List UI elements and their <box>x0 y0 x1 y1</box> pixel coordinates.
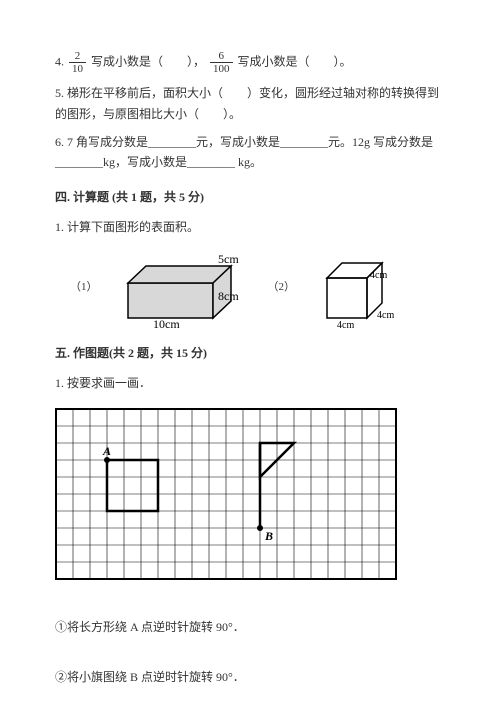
question-5: 5. 梯形在平移前后，面积大小（ ）变化，圆形经过轴对称的转换得到的图形，与原图… <box>55 83 445 124</box>
fraction-1: 2 10 <box>69 50 86 75</box>
subtask-1: ①将长方形绕 A 点逆时针旋转 90°． <box>55 617 445 637</box>
section-5-title: 五. 作图题(共 2 题，共 15 分) <box>55 343 445 363</box>
svg-text:10cm: 10cm <box>153 317 180 328</box>
fraction-2: 6 100 <box>210 50 233 75</box>
q4-num: 4. <box>55 54 64 68</box>
cuboid-figure: 5cm 8cm 10cm <box>118 248 248 328</box>
figure-row: （1） 5cm 8cm 10cm （2） 4cm 4cm 4cm <box>70 248 445 328</box>
fig1-label: （1） <box>70 278 98 297</box>
cube-figure: 4cm 4cm 4cm <box>315 248 405 328</box>
q4-text2: 写成小数是（ ）。 <box>238 54 352 68</box>
svg-text:A: A <box>102 444 111 458</box>
svg-text:4cm: 4cm <box>337 320 354 328</box>
svg-text:B: B <box>264 529 273 543</box>
grid-figure: AB <box>55 408 397 580</box>
grid-figure-wrap: AB <box>55 408 445 586</box>
sec5-q1: 1. 按要求画一画． <box>55 373 445 393</box>
subtask-2: ②将小旗图绕 B 点逆时针旋转 90°． <box>55 667 445 687</box>
question-6: 6. 7 角写成分数是________元，写成小数是________元。12g … <box>55 132 445 173</box>
question-4: 4. 2 10 写成小数是（ ）， 6 100 写成小数是（ ）。 <box>55 50 445 75</box>
sec4-q1: 1. 计算下面图形的表面积。 <box>55 217 445 237</box>
svg-text:4cm: 4cm <box>377 310 394 321</box>
fig2-label: （2） <box>268 278 296 297</box>
q4-text1: 写成小数是（ ）， <box>91 54 205 68</box>
section-4-title: 四. 计算题 (共 1 题，共 5 分) <box>55 187 445 207</box>
svg-text:4cm: 4cm <box>370 270 387 281</box>
svg-text:5cm: 5cm <box>218 252 239 266</box>
svg-text:8cm: 8cm <box>218 289 239 303</box>
